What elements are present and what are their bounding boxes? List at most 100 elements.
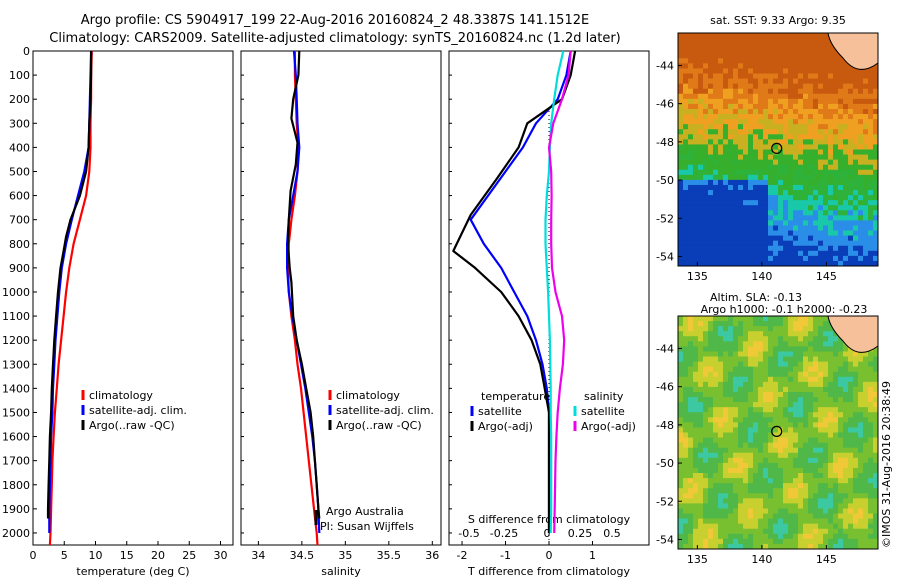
heatmap-cell [708,452,714,459]
heatmap-cell [798,179,804,186]
heatmap-cell [728,371,734,378]
heatmap-cell [778,483,784,489]
heatmap-cell [813,215,819,222]
heatmap-cell [798,376,804,383]
heatmap-cell [868,498,874,505]
heatmap-cell [693,210,699,216]
heatmap-cell [788,210,794,216]
heatmap-cell [853,98,859,105]
heatmap-cell [733,376,739,383]
legend-label: climatology [336,389,400,402]
heatmap-cell [713,391,719,398]
heatmap-cell [738,336,744,342]
heatmap-cell [688,432,694,439]
heatmap-cell [728,215,734,222]
heatmap-cell [713,215,719,222]
heatmap-cell [733,68,739,75]
heatmap-cell [818,366,824,373]
heatmap-cell [853,235,859,242]
heatmap-cell [778,381,784,388]
heatmap-cell [748,397,754,403]
heatmap-cell [818,321,824,327]
heatmap-cell [773,371,779,378]
heatmap-cell [698,483,704,489]
y-tick-label: 400 [9,141,30,154]
heatmap-cell [823,452,829,459]
heatmap-cell [828,503,834,510]
heatmap-cell [718,538,724,545]
heatmap-cell [758,83,764,90]
heatmap-cell [843,103,849,110]
heatmap-cell [678,523,684,530]
heatmap-cell [818,119,824,125]
heatmap-cell [738,245,744,252]
heatmap-cell [753,493,759,499]
heatmap-cell [683,195,689,201]
heatmap-cell [838,260,844,266]
heatmap-cell [788,88,794,95]
heatmap-cell [808,63,814,70]
heatmap-cell [688,427,694,434]
heatmap-cell [828,260,834,266]
heatmap-cell [783,98,789,105]
heatmap-cell [698,417,704,423]
heatmap-cell [718,528,724,535]
heatmap-cell [823,341,829,347]
heatmap-cell [798,391,804,398]
heatmap-cell [863,260,869,266]
heatmap-cell [808,361,814,368]
heatmap-cell [728,93,734,100]
heatmap-cell [843,533,849,540]
heatmap-cell [798,336,804,342]
heatmap-cell [708,417,714,423]
heatmap-cell [813,513,819,520]
heatmap-cell [853,88,859,95]
heatmap-cell [703,386,709,393]
heatmap-cell [763,452,769,459]
heatmap-cell [733,513,739,520]
heatmap-cell [703,488,709,494]
heatmap-cell [823,58,829,64]
heatmap-cell [798,498,804,505]
heatmap-cell [843,483,849,489]
heatmap-cell [798,174,804,181]
heatmap-cell [873,164,878,171]
heatmap-cell [723,427,729,434]
heatmap-cell [813,250,819,257]
heatmap-cell [808,331,814,337]
heatmap-cell [693,478,699,484]
heatmap-cell [753,200,759,206]
heatmap-cell [823,108,829,115]
heatmap-cell [728,225,734,232]
heatmap-cell [788,134,794,140]
heatmap-cell [723,371,729,378]
heatmap-cell [773,164,779,171]
heatmap-cell [853,260,859,266]
heatmap-cell [783,139,789,146]
heatmap-cell [683,336,689,342]
heatmap-cell [713,98,719,105]
heatmap-cell [718,68,724,75]
heatmap-cell [798,447,804,454]
heatmap-cell [753,215,759,222]
heatmap-cell [783,407,789,413]
heatmap-cell [773,240,779,247]
heatmap-cell [803,467,809,474]
heatmap-cell [783,381,789,388]
heatmap-cell [703,58,709,64]
heatmap-cell [848,139,854,146]
heatmap-cell [758,250,764,257]
heatmap-cell [723,134,729,140]
heatmap-cell [723,108,729,115]
heatmap-cell [748,63,754,70]
heatmap-cell [763,381,769,388]
heatmap-cell [713,452,719,459]
heatmap-cell [803,402,809,408]
heatmap-cell [763,397,769,403]
y-tick-label: 600 [9,190,30,203]
heatmap-cell [718,205,724,211]
heatmap-cell [773,402,779,408]
heatmap-cell [848,376,854,383]
heatmap-cell [873,260,878,266]
heatmap-cell [698,220,704,227]
